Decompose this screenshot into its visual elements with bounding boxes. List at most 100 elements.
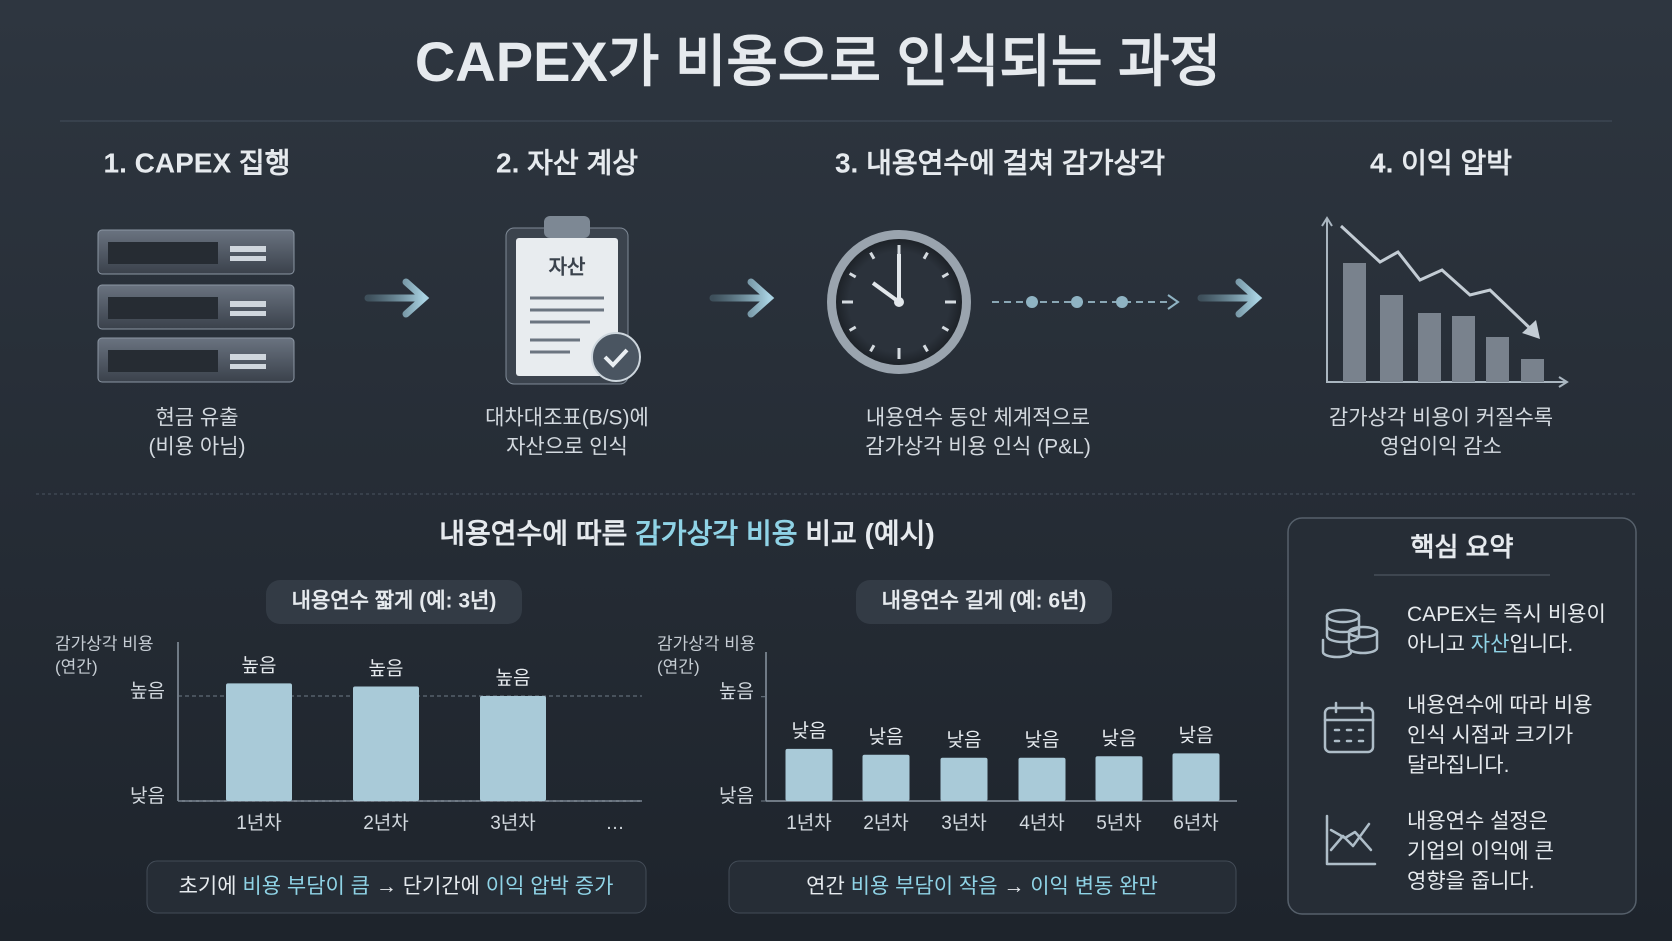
- value-label: 높음: [496, 667, 531, 689]
- step-title: 3. 내용연수에 걸쳐 감가상각: [835, 147, 1165, 178]
- summary-panel: [1287, 517, 1637, 915]
- x-tick-label: 5년차: [1096, 812, 1142, 834]
- x-tick-label: 3년차: [941, 812, 987, 834]
- bar: [785, 748, 833, 801]
- step-caption: 현금 유출: [155, 407, 238, 430]
- clock-tick: [848, 325, 857, 332]
- y-axis-unit: (연간): [55, 657, 98, 676]
- text-segment: →: [998, 875, 1031, 898]
- x-tick-label: 6년차: [1173, 812, 1219, 834]
- text-segment: 비교 (예시): [797, 518, 934, 549]
- summary-text: 달라집니다.: [1407, 754, 1509, 777]
- text-segment: 이익 변동 완만: [1030, 875, 1158, 898]
- y-axis-label: 감가상각 비용: [55, 634, 154, 653]
- summary-text: CAPEX는 즉시 비용이: [1407, 603, 1606, 626]
- text-segment: 자산: [1471, 633, 1510, 656]
- bar: [353, 686, 419, 801]
- note-box: [146, 860, 647, 914]
- y-tick-label: 낮음: [719, 785, 754, 807]
- text-segment: 인식 시점과 크기가: [1407, 724, 1573, 747]
- text-segment: 기업의 이익에 큰: [1407, 840, 1554, 863]
- bar: [1018, 757, 1066, 801]
- x-tick-label: 1년차: [236, 812, 282, 834]
- value-label: 낮음: [869, 726, 904, 748]
- chart-note: 초기에 비용 부담이 큼 → 단기간에 이익 압박 증가: [179, 875, 614, 898]
- value-label: 낮음: [1025, 729, 1060, 751]
- chart-subtitle: 내용연수 길게 (예: 6년): [882, 590, 1087, 613]
- subtitle-pill: [266, 580, 522, 624]
- text-segment: 비용 부담이 큼: [242, 875, 370, 898]
- bar: [1172, 753, 1220, 801]
- clock-tick: [869, 251, 876, 260]
- clock-tick: [848, 272, 857, 279]
- value-label: 높음: [369, 658, 404, 680]
- step-caption: (비용 아님): [148, 436, 245, 459]
- page-title: CAPEX가 비용으로 인식되는 과정: [415, 30, 1221, 93]
- x-tick-label: 1년차: [786, 812, 832, 834]
- trend-icon: [1325, 814, 1377, 866]
- note-box: [728, 860, 1237, 914]
- subtitle-pill: [856, 580, 1112, 624]
- y-tick-label: 낮음: [130, 785, 165, 807]
- step-caption: 대차대조표(B/S)에: [485, 407, 649, 430]
- text-segment: 연간: [806, 875, 850, 898]
- clock-tick: [941, 325, 950, 332]
- flow-arrow: [364, 278, 430, 318]
- bar: [940, 757, 988, 801]
- x-tick-label: …: [606, 813, 625, 834]
- clock-tick: [941, 272, 950, 279]
- chart-subtitle: 내용연수 짧게 (예: 3년): [292, 590, 497, 613]
- x-tick-label: 3년차: [490, 812, 536, 834]
- value-label: 낮음: [947, 729, 982, 751]
- y-axis-label: 감가상각 비용: [657, 634, 756, 653]
- text-segment: 초기에: [179, 875, 243, 898]
- clock-icon: [827, 230, 971, 374]
- value-label: 낮음: [1179, 724, 1214, 746]
- coins-icon: [1321, 608, 1379, 659]
- text-segment: 아니고: [1407, 633, 1471, 656]
- y-tick-label: 높음: [719, 681, 754, 703]
- clock-tick: [922, 251, 929, 260]
- summary-text: 기업의 이익에 큰: [1407, 840, 1554, 863]
- text-segment: → 단기간에: [370, 875, 486, 898]
- value-label: 낮음: [1102, 727, 1137, 749]
- y-axis-unit: (연간): [657, 657, 700, 676]
- summary-text: 영향을 줍니다.: [1407, 870, 1535, 893]
- text-segment: 영향을 줍니다.: [1407, 870, 1535, 893]
- text-segment: CAPEX는 즉시 비용이: [1407, 603, 1606, 626]
- step-title: 1. CAPEX 집행: [104, 147, 291, 178]
- value-label: 높음: [242, 654, 277, 676]
- text-segment: 내용연수에 따라 비용: [1407, 694, 1593, 717]
- step-title: 4. 이익 압박: [1370, 147, 1512, 178]
- value-label: 낮음: [792, 720, 827, 742]
- x-tick-label: 2년차: [363, 812, 409, 834]
- text-segment: 달라집니다.: [1407, 754, 1509, 777]
- text-segment: 내용연수 설정은: [1407, 810, 1548, 833]
- step-caption: 자산으로 인식: [506, 436, 628, 459]
- bar: [226, 683, 292, 801]
- step-caption: 감가상각 비용이 커질수록: [1329, 407, 1553, 430]
- text-segment: 비용 부담이 작음: [851, 875, 998, 898]
- flow-arrow: [1197, 278, 1263, 318]
- decline-icon: [1321, 216, 1569, 388]
- bar: [1095, 756, 1143, 801]
- calendar-icon: [1323, 701, 1375, 754]
- timeline-icon: [992, 294, 1180, 310]
- text-segment: 내용연수에 따른: [439, 518, 635, 549]
- x-tick-label: 2년차: [863, 812, 909, 834]
- text-segment: 이익 압박 증가: [486, 875, 614, 898]
- step-caption: 영업이익 감소: [1380, 436, 1502, 459]
- chart-note: 연간 비용 부담이 작음 → 이익 변동 완만: [806, 875, 1158, 898]
- bar: [480, 696, 546, 801]
- summary-text: 아니고 자산입니다.: [1407, 633, 1573, 656]
- x-tick-label: 4년차: [1019, 812, 1065, 834]
- summary-title: 핵심 요약: [1411, 532, 1514, 562]
- summary-text: 내용연수 설정은: [1407, 810, 1548, 833]
- clock-tick: [922, 344, 929, 353]
- clock-tick: [869, 344, 876, 353]
- flow-arrow: [709, 278, 775, 318]
- server-icon: [97, 229, 295, 383]
- step-caption: 내용연수 동안 체계적으로: [866, 407, 1090, 430]
